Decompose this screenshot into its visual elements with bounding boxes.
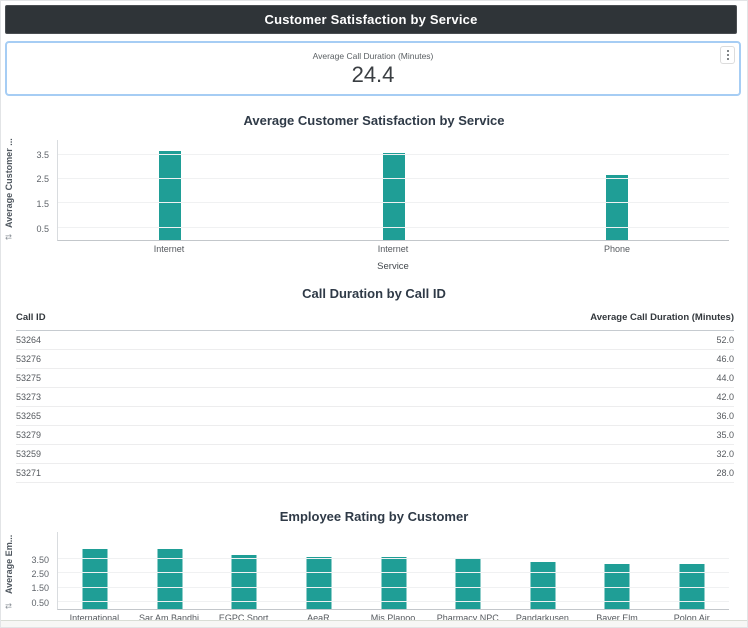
y-tick-label: 2.50 [31, 569, 49, 580]
y-tick-label: 2.5 [36, 174, 49, 185]
bar-pandarkusen[interactable] [530, 562, 556, 609]
cell-avg-duration: 46.0 [716, 353, 734, 364]
table-header-row: Call ID Average Call Duration (Minutes) [16, 303, 734, 331]
y-axis: Average Customer ... ⇅ 0.5 1.5 2.5 3.5 [1, 138, 57, 241]
x-tick-label[interactable]: Pandarkusen [515, 612, 569, 623]
gridline [58, 558, 729, 560]
x-tick-label[interactable]: Internet [153, 244, 185, 254]
y-axis-label: Average Em... [4, 534, 14, 594]
cell-avg-duration: 44.0 [716, 372, 734, 383]
call-duration-table: Call ID Average Call Duration (Minutes) … [16, 303, 734, 483]
plot-area [57, 140, 729, 241]
bar-slot [356, 532, 431, 609]
bar-chart-satisfaction: Average Customer ... ⇅ 0.5 1.5 2.5 3.5 Inte… [1, 138, 747, 272]
column-header-call-id[interactable]: Call ID [16, 311, 46, 323]
cell-call-id: 53259 [16, 448, 42, 459]
gridline [58, 226, 729, 228]
table-row[interactable]: 53265 36.0 [16, 407, 734, 426]
bar-aear-company[interactable] [306, 556, 332, 609]
bar-slot [282, 532, 357, 609]
cell-avg-duration: 35.0 [716, 429, 734, 440]
cell-call-id: 53279 [16, 429, 42, 440]
y-tick-label: 0.50 [31, 597, 49, 608]
bar-slot [505, 140, 729, 240]
cell-call-id: 53275 [16, 372, 42, 383]
x-tick-label[interactable]: Polon Air [673, 612, 710, 623]
bar-slot [431, 532, 506, 609]
kpi-value: 24.4 [351, 62, 395, 87]
axis-sort-icon[interactable]: ⇅ [3, 233, 13, 241]
table-row[interactable]: 53275 44.0 [16, 369, 734, 388]
bar-slot [58, 140, 282, 240]
x-axis-label: Service [377, 260, 409, 272]
bar-slot [655, 532, 730, 609]
y-tick-label: 0.5 [36, 223, 49, 234]
bar-chart-employee-rating: Average Em... ⇅ 0.50 1.50 2.50 3.50 Interna… [1, 531, 747, 627]
y-tick-label: 3.50 [31, 554, 49, 565]
dashboard-title: Customer Satisfaction by Service [264, 12, 478, 27]
x-tick-label[interactable]: Pharmacy NPC [436, 612, 499, 623]
y-tick-labels: 0.50 1.50 2.50 3.50 [21, 532, 49, 610]
cell-call-id: 53271 [16, 467, 42, 478]
cell-avg-duration: 28.0 [716, 467, 734, 478]
y-tick-label: 1.5 [36, 199, 49, 210]
table-row[interactable]: 53259 32.0 [16, 445, 734, 464]
cell-avg-duration: 36.0 [716, 410, 734, 421]
bar-pharmacy-npc[interactable] [455, 558, 481, 609]
chart-title-employee-rating: Employee Rating by Customer [279, 508, 469, 524]
bar-internet[interactable] [382, 153, 405, 240]
gridline [58, 178, 729, 180]
y-axis: Average Em... ⇅ 0.50 1.50 2.50 3.50 [1, 532, 57, 610]
x-category-labels: Internet Internet Phone [57, 244, 729, 255]
bar-internet[interactable] [158, 150, 181, 240]
gridline [58, 572, 729, 574]
bar-slots [58, 532, 729, 609]
table-row[interactable]: 53264 52.0 [16, 331, 734, 350]
bar-slot [207, 532, 282, 609]
kpi-title: Average Call Duration (Minutes) [312, 51, 434, 61]
y-tick-label: 3.5 [36, 149, 49, 160]
y-axis-label: Average Customer ... [4, 138, 14, 229]
table-row[interactable]: 53276 46.0 [16, 350, 734, 369]
bar-egpc-sport-premium[interactable] [231, 555, 257, 609]
bar-slot [580, 532, 655, 609]
axis-sort-icon[interactable]: ⇅ [3, 602, 13, 610]
bar-slot [505, 532, 580, 609]
y-tick-labels: 0.5 1.5 2.5 3.5 [21, 140, 49, 241]
cell-avg-duration: 42.0 [716, 391, 734, 402]
x-tick-label[interactable]: Internet [377, 244, 409, 254]
bar-slot [133, 532, 208, 609]
bar-phone[interactable] [606, 175, 629, 240]
plot-area [57, 531, 729, 610]
bar-slot [282, 140, 506, 240]
table-title-call-duration: Call Duration by Call ID [302, 285, 446, 301]
bar-mis-planoo-banque[interactable] [381, 556, 407, 609]
cell-avg-duration: 52.0 [716, 334, 734, 345]
cell-call-id: 53265 [16, 410, 42, 421]
table-row[interactable]: 53279 35.0 [16, 426, 734, 445]
gridline [58, 153, 729, 155]
chart-title-satisfaction: Average Customer Satisfaction by Service [243, 113, 505, 128]
y-tick-label: 1.50 [31, 583, 49, 594]
page-bottom-edge [1, 620, 747, 627]
kpi-menu-button[interactable] [720, 46, 735, 64]
bar-slot [58, 532, 133, 609]
bar-slots [58, 140, 729, 240]
cell-avg-duration: 32.0 [716, 448, 734, 459]
cell-call-id: 53273 [16, 391, 42, 402]
column-header-avg-duration[interactable]: Average Call Duration (Minutes) [590, 311, 734, 323]
cell-call-id: 53276 [16, 353, 42, 364]
table-row[interactable]: 53271 28.0 [16, 464, 734, 483]
x-tick-label[interactable]: Phone [603, 244, 631, 254]
table-body: 53264 52.0 53276 46.0 53275 44.0 53273 42.0 5326… [16, 331, 734, 483]
gridline [58, 586, 729, 588]
cell-call-id: 53264 [16, 334, 42, 345]
table-row[interactable]: 53273 42.0 [16, 388, 734, 407]
kebab-menu-icon [726, 50, 729, 60]
kpi-card[interactable]: Average Call Duration (Minutes) 24.4 [5, 41, 741, 96]
gridline [58, 600, 729, 602]
dashboard-title-bar: Customer Satisfaction by Service [5, 5, 737, 34]
gridline [58, 202, 729, 204]
